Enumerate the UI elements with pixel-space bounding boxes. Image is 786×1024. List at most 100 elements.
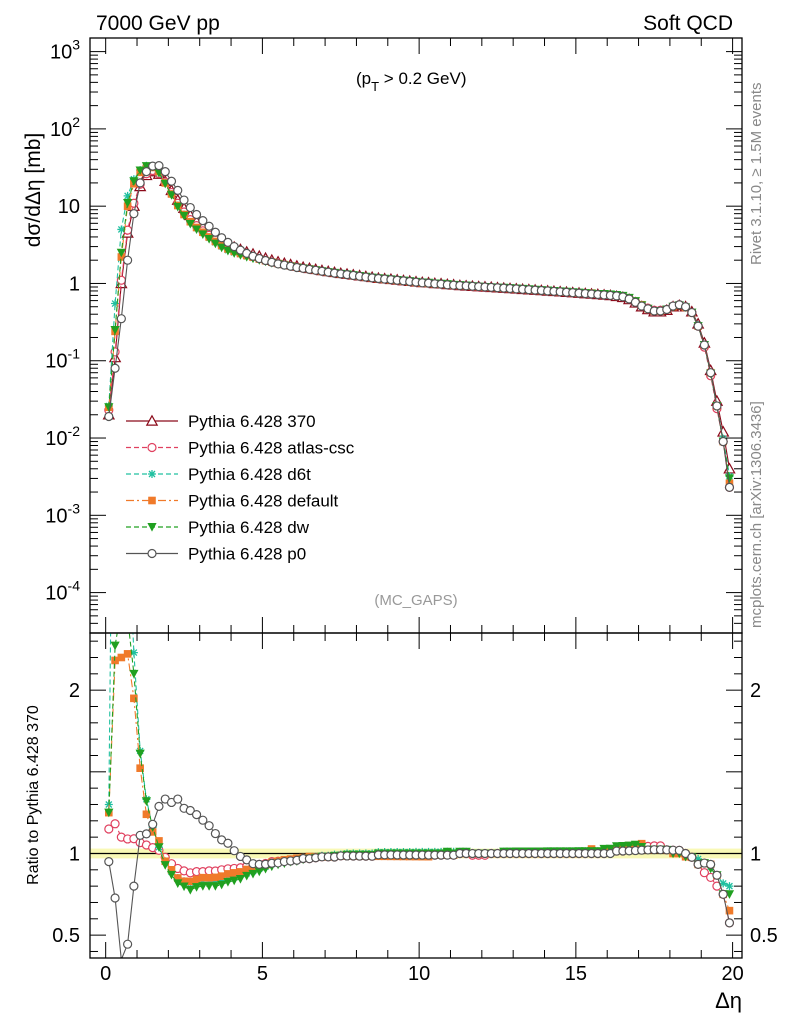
legend-marker (147, 442, 157, 453)
data-point (724, 482, 735, 492)
series-line (108, 165, 731, 479)
process-label: Soft QCD (643, 12, 733, 35)
ratio-point (630, 840, 641, 850)
data-point (191, 209, 202, 220)
ratio-point (129, 648, 138, 657)
data-point (687, 307, 697, 318)
data-point (706, 368, 716, 378)
main-panel: 10-4 10-3 10-2 10-1 1 10 102 103 dσ/dΔη [mb] (p… (22, 37, 743, 634)
ratio-plot-area (90, 633, 742, 958)
legend-label: Pythia 6.428 dw (188, 518, 310, 537)
ratio-point (141, 797, 152, 806)
data-point (110, 363, 120, 373)
series-2 (104, 161, 734, 481)
legend-label: Pythia 6.428 p0 (188, 545, 306, 564)
ratio-point (123, 939, 133, 949)
legend-entry: Pythia 6.428 370 (126, 412, 316, 431)
data-point (117, 225, 126, 234)
series-4 (104, 162, 735, 484)
ratio-point (123, 650, 132, 658)
x-axis-label: Δη (715, 988, 742, 1013)
legend-marker (145, 414, 159, 426)
ratio-point (242, 871, 252, 881)
ratio-point (210, 828, 220, 839)
data-point (693, 321, 703, 331)
data-point (116, 314, 126, 324)
ratio-point (229, 846, 239, 856)
ratio-frame (89, 632, 743, 959)
legend-label: Pythia 6.428 default (188, 492, 339, 511)
ratio-point (706, 859, 716, 869)
pt-cut-text: (pT > 0.2 GeV) (356, 69, 467, 94)
ratio-point (180, 877, 188, 886)
data-point (210, 239, 220, 249)
data-point (198, 216, 208, 226)
ratio-point (248, 869, 258, 879)
data-point (129, 177, 139, 186)
ratio-point (725, 906, 734, 915)
legend-label: Pythia 6.428 370 (188, 412, 316, 431)
main-axis-ticks (90, 38, 742, 634)
data-point (223, 246, 233, 256)
ratio-point (210, 882, 220, 891)
data-point (123, 191, 132, 200)
x-tick-label: 15 (565, 963, 587, 985)
y-tick-label: 2 (69, 680, 80, 702)
data-point (160, 167, 170, 177)
ratio-point (141, 829, 152, 839)
data-point (166, 191, 177, 200)
ratio-panel: 0.5 0.5 1 1 2 2 0 5 10 15 20 Ratio to Pythia 6.42… (25, 632, 778, 1013)
ratio-point (185, 886, 195, 895)
main-y-tick-labels: 10-4 10-3 10-2 10-1 1 10 102 103 (45, 37, 80, 605)
ratio-point (155, 837, 163, 845)
y-tick-label: 0.5 (52, 925, 80, 947)
data-point (185, 202, 195, 213)
y-tick-label-right: 1 (750, 843, 761, 865)
ratio-point (211, 877, 220, 886)
analysis-watermark: (MC_GAPS) (374, 592, 457, 609)
legend-marker (147, 523, 157, 532)
ratio-point (179, 882, 189, 892)
legend-marker (148, 470, 156, 478)
ratio-point (110, 641, 120, 651)
ratio-point (154, 843, 164, 852)
data-point (154, 160, 164, 171)
ratio-point (104, 857, 114, 867)
y-tick-label-right: 2 (750, 680, 761, 702)
legend-entry: Pythia 6.428 atlas-csc (126, 439, 355, 458)
ratio-point (154, 801, 164, 811)
data-point (123, 255, 133, 265)
data-point (712, 401, 722, 411)
data-point (204, 235, 214, 244)
ratio-point (135, 749, 145, 759)
ratio-point (229, 876, 239, 886)
data-point (135, 166, 145, 176)
ratio-point (712, 870, 722, 880)
ratio-point (230, 869, 238, 877)
collision-label: 7000 GeV pp (96, 12, 220, 35)
y-tick-label: 102 (50, 114, 80, 141)
ratio-y-tick-labels: 0.5 0.5 1 1 2 2 (52, 680, 778, 947)
data-point (173, 202, 183, 212)
ratio-point (718, 889, 728, 899)
ratio-point (117, 653, 126, 662)
data-point (699, 340, 709, 350)
ratio-point (104, 808, 114, 818)
data-point (198, 230, 208, 239)
x-tick-labels: 0 5 10 15 20 (100, 963, 744, 985)
ratio-point (217, 880, 227, 890)
ratio-point (211, 873, 220, 882)
y-tick-label: 10 (58, 196, 80, 218)
ratio-axis-ticks (90, 633, 742, 958)
ratio-point (110, 893, 120, 903)
ratio-point (217, 876, 226, 885)
ratio-point (699, 868, 709, 878)
ratio-point (198, 815, 208, 825)
ratio-point (148, 819, 158, 829)
ratio-point (235, 875, 246, 884)
ratio-point (173, 879, 183, 889)
data-point (179, 195, 189, 205)
data-point (724, 474, 735, 484)
ratio-point (724, 918, 735, 928)
data-point (141, 167, 152, 177)
